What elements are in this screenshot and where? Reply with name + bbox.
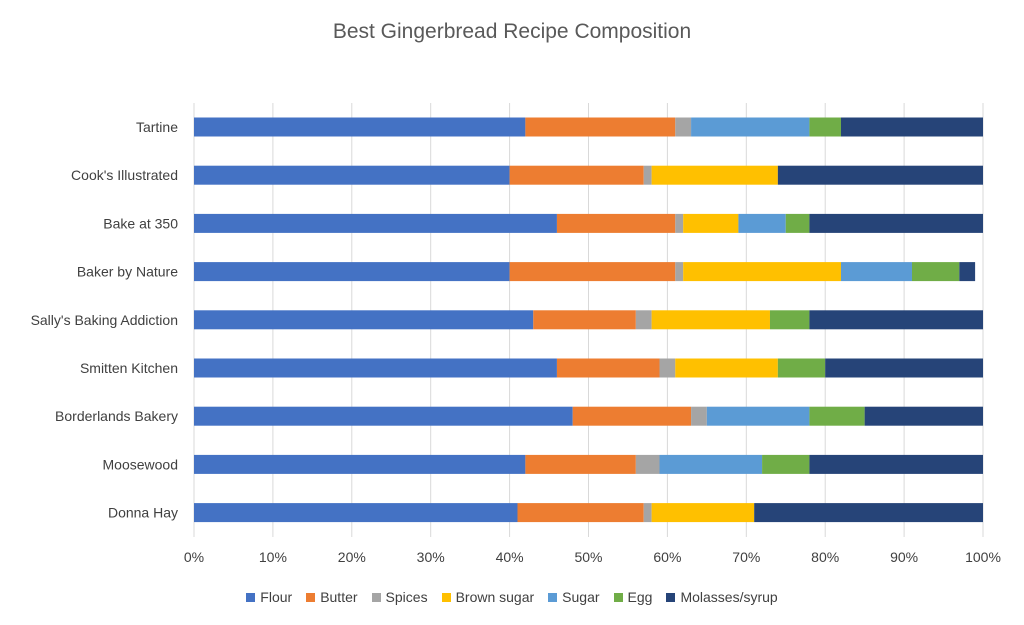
bar-segment-brown-sugar [683, 213, 739, 233]
legend-label: Butter [320, 589, 358, 605]
bar-segment-sugar [659, 454, 763, 474]
category-label: Bake at 350 [103, 215, 178, 231]
bar-segment-flour [194, 165, 510, 185]
legend-item: Brown sugar [441, 589, 535, 605]
bar-segment-spices [675, 262, 684, 282]
legend-label: Flour [260, 589, 293, 605]
legend-item: Flour [246, 589, 292, 605]
bar-segment-spices [659, 358, 676, 378]
bar-segment-brown-sugar [683, 262, 841, 282]
bar-segment-flour [194, 406, 573, 426]
bar-segment-spices [643, 503, 652, 523]
bar-segment-flour [194, 454, 526, 474]
bar-segment-molasses-syrup [825, 358, 983, 378]
legend-label: Spices [385, 589, 428, 605]
bar-segment-egg [785, 213, 810, 233]
bar-segment-butter [556, 358, 660, 378]
bar-segment-egg [769, 310, 810, 330]
x-tick-label: 100% [965, 549, 1001, 565]
bar-segment-sugar [738, 213, 786, 233]
bar-segment-molasses-syrup [840, 117, 983, 137]
bar-segment-butter [525, 454, 636, 474]
bar-segment-spices [635, 310, 652, 330]
bar-segment-brown-sugar [675, 358, 778, 378]
x-tick-label: 0% [184, 549, 204, 565]
x-tick-label: 90% [890, 549, 918, 565]
x-tick-label: 30% [417, 549, 445, 565]
bar-segment-flour [194, 503, 518, 523]
category-label: Donna Hay [108, 505, 178, 521]
bar-segment-spices [643, 165, 652, 185]
bar-segment-molasses-syrup [809, 454, 983, 474]
x-tick-label: 40% [496, 549, 524, 565]
bar-segment-butter [517, 503, 644, 523]
x-tick-label: 20% [338, 549, 366, 565]
bar-segment-spices [691, 406, 707, 426]
category-label: Smitten Kitchen [80, 360, 178, 376]
bar-segment-molasses-syrup [959, 262, 976, 282]
bar-segment-egg [911, 262, 960, 282]
bar-segment-butter [572, 406, 692, 426]
bar-segment-flour [194, 117, 526, 137]
x-tick-label: 60% [653, 549, 681, 565]
x-tick-label: 80% [811, 549, 839, 565]
bar-segment-flour [194, 262, 510, 282]
bar-segment-flour [194, 358, 557, 378]
category-label: Tartine [136, 119, 178, 135]
legend-swatch [666, 592, 676, 602]
bar-segment-brown-sugar [651, 310, 770, 330]
x-tick-label: 50% [574, 549, 602, 565]
bar-segment-egg [762, 454, 810, 474]
bar-segment-brown-sugar [651, 503, 755, 523]
bar-segment-molasses-syrup [809, 213, 983, 233]
legend-item: Egg [613, 589, 653, 605]
category-label: Baker by Nature [77, 264, 178, 280]
legend: Flour Butter Spices Brown sugar Sugar Egg Mola… [0, 589, 1024, 605]
bar-segment-spices [635, 454, 660, 474]
legend-swatch [613, 592, 623, 602]
bar-segment-sugar [840, 262, 912, 282]
legend-swatch [306, 592, 316, 602]
legend-label: Brown sugar [455, 589, 535, 605]
category-label: Moosewood [103, 456, 179, 472]
bar-segment-egg [777, 358, 826, 378]
bar-segment-egg [809, 117, 841, 137]
bar-segment-flour [194, 310, 534, 330]
bar-segment-butter [509, 262, 676, 282]
bar-segment-flour [194, 213, 557, 233]
bar-segment-butter [525, 117, 676, 137]
x-tick-label: 70% [732, 549, 760, 565]
legend-swatch [548, 592, 558, 602]
bar-segment-molasses-syrup [809, 310, 983, 330]
bar-segment-egg [809, 406, 865, 426]
legend-item: Sugar [548, 589, 600, 605]
bar-segment-brown-sugar [651, 165, 778, 185]
legend-label: Molasses/syrup [680, 589, 778, 605]
legend-swatch [246, 592, 256, 602]
legend-item: Molasses/syrup [666, 589, 778, 605]
bar-segment-sugar [706, 406, 810, 426]
bar-segment-molasses-syrup [754, 503, 983, 523]
bar-segment-molasses-syrup [864, 406, 983, 426]
legend-item: Butter [306, 589, 358, 605]
bar-segment-molasses-syrup [777, 165, 983, 185]
bar-segment-butter [533, 310, 636, 330]
category-label: Borderlands Bakery [55, 408, 178, 424]
category-label: Sally's Baking Addiction [31, 312, 178, 328]
bar-segment-spices [675, 117, 692, 137]
x-tick-label: 10% [259, 549, 287, 565]
bar-segment-butter [556, 213, 676, 233]
legend-item: Spices [371, 589, 428, 605]
legend-swatch [441, 592, 451, 602]
bar-segment-sugar [691, 117, 810, 137]
legend-swatch [371, 592, 381, 602]
chart-title: Best Gingerbread Recipe Composition [332, 20, 692, 43]
category-label: Cook's Illustrated [71, 167, 178, 183]
bar-segment-butter [509, 165, 644, 185]
legend-label: Sugar [562, 589, 600, 605]
legend-label: Egg [627, 589, 653, 605]
bar-segment-spices [675, 213, 684, 233]
